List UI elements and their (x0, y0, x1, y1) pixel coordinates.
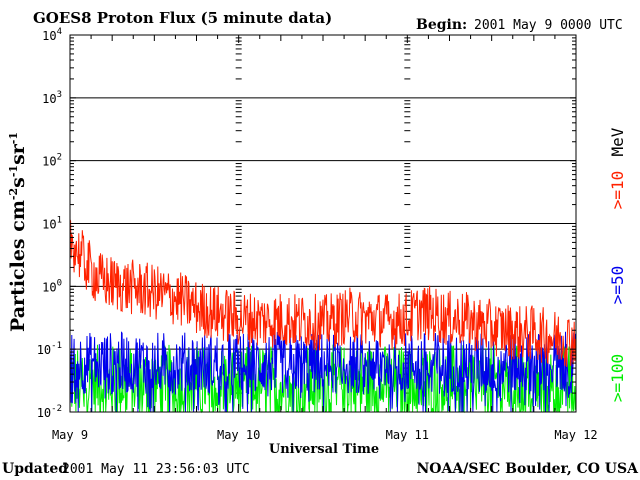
x-axis-label: Universal Time (269, 442, 379, 457)
legend-unit: MeV (608, 127, 627, 156)
y-label-s: s (7, 177, 29, 188)
begin-value: 2001 May 9 0000 UTC (474, 18, 623, 33)
series-line-10 (69, 219, 577, 368)
y-label-particles: Particles cm (7, 200, 29, 332)
y-tick-label: 104 (42, 27, 62, 43)
x-axis: May 9 May 10 May 11 May 12 (52, 35, 598, 442)
y-label-exp3: -1 (7, 132, 20, 144)
updated-label: Updated (2, 461, 68, 477)
y-axis-label: Particles cm-2s-1sr-1 (7, 132, 29, 332)
legend-series-10: >=10 (608, 171, 627, 210)
y-label-exp1: -2 (7, 188, 20, 200)
y-tick-label: 103 (42, 90, 62, 106)
x-tick-label: May 12 (554, 428, 597, 442)
chart-title: GOES8 Proton Flux (5 minute data) (33, 9, 332, 27)
y-tick-label: 102 (42, 153, 62, 169)
updated-value: 2001 May 11 23:56:03 UTC (62, 462, 250, 477)
y-tick-label: 10-2 (37, 404, 62, 420)
begin-label: Begin: (416, 17, 467, 33)
y-axis: 10-2 10-1 100 101 102 103 104 (37, 27, 576, 420)
x-tick-label: May 10 (217, 428, 260, 442)
x-tick-label: May 11 (386, 428, 429, 442)
y-tick-label: 101 (42, 216, 62, 232)
y-tick-label: 100 (42, 278, 62, 294)
legend-series-50: >=50 (608, 266, 627, 305)
legend-series-100: >=100 (608, 354, 627, 402)
source-credit: NOAA/SEC Boulder, CO USA (417, 461, 640, 477)
x-tick-label: May 9 (52, 428, 88, 442)
series-line-50 (69, 331, 577, 412)
y-tick-label: 10-1 (37, 341, 62, 357)
y-label-exp2: -1 (7, 165, 20, 177)
y-label-sr: sr (7, 143, 29, 165)
